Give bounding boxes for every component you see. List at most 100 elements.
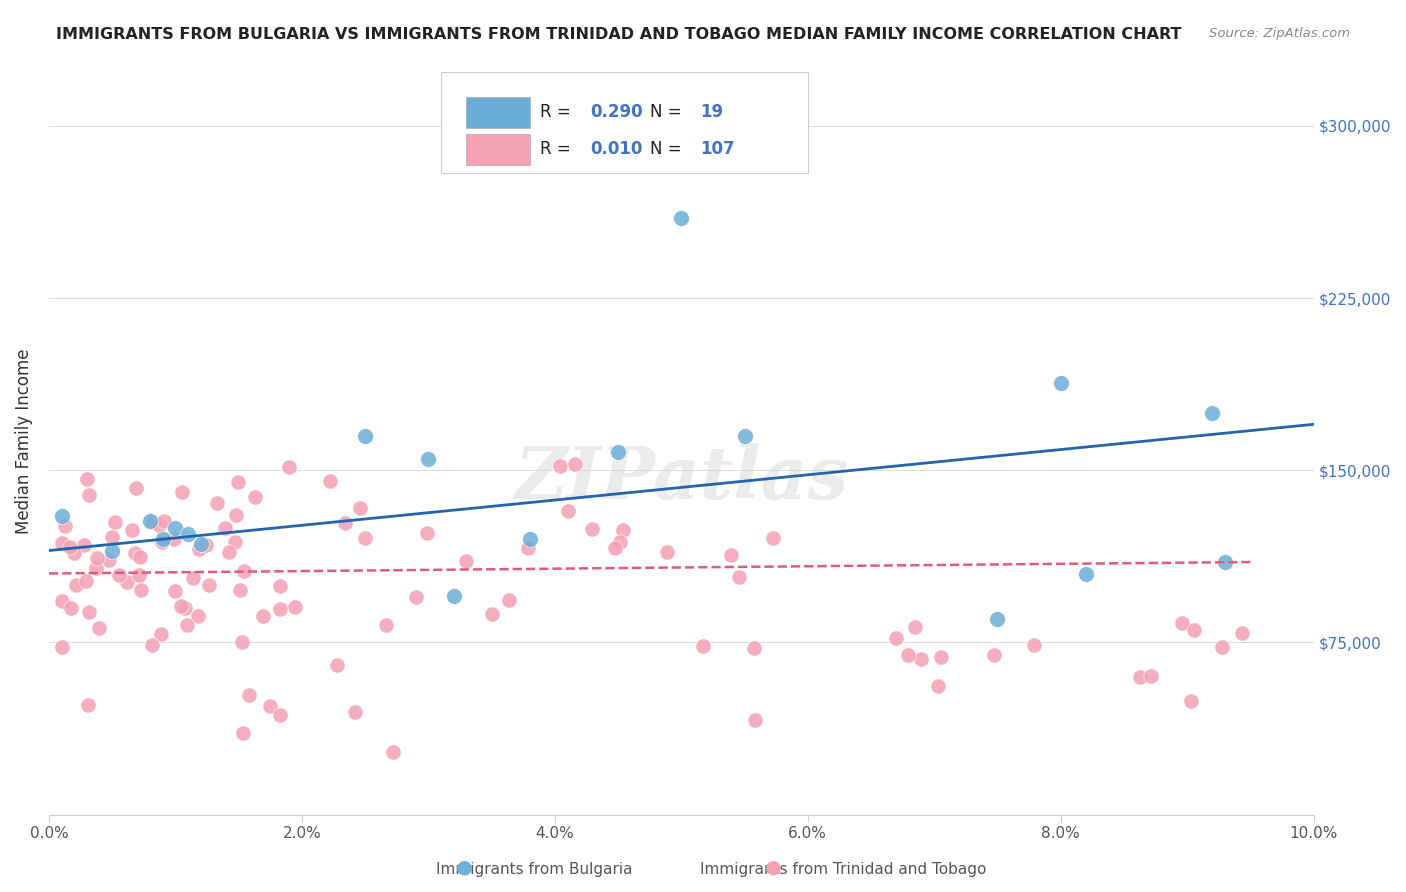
Point [519, 532, 541, 546]
Point [564, 457, 586, 471]
Point [205, 496, 228, 510]
Text: Source: ZipAtlas.com: Source: ZipAtlas.com [1209, 27, 1350, 40]
Point [77, 606, 100, 620]
Point [929, 649, 952, 664]
Point [252, 609, 274, 624]
Point [51, 594, 73, 608]
Point [1232, 625, 1254, 640]
Point [51, 509, 73, 524]
Point [232, 726, 254, 740]
Point [224, 535, 246, 549]
Point [498, 592, 520, 607]
Point [581, 522, 603, 536]
Point [86, 551, 108, 566]
Y-axis label: Median Family Income: Median Family Income [15, 349, 32, 534]
Point [728, 570, 751, 584]
Point [176, 617, 198, 632]
Point [125, 482, 148, 496]
Point [416, 525, 439, 540]
Point [548, 459, 571, 474]
Point [170, 485, 193, 500]
Point [1201, 406, 1223, 420]
Point [238, 688, 260, 702]
Point [657, 545, 679, 559]
Point [744, 713, 766, 727]
Text: 107: 107 [700, 140, 735, 158]
Point [150, 626, 173, 640]
Point [516, 541, 538, 556]
Point [382, 745, 405, 759]
Point [1074, 566, 1097, 581]
Point [1171, 616, 1194, 631]
Text: R =: R = [540, 103, 575, 120]
Point [762, 531, 785, 545]
Point [65, 578, 87, 592]
Point [443, 590, 465, 604]
Point [481, 607, 503, 622]
Point [607, 445, 630, 459]
Point [605, 541, 627, 556]
Point [129, 549, 152, 564]
Point [1049, 376, 1071, 390]
Point [163, 532, 186, 546]
Point [98, 553, 121, 567]
Text: R =: R = [540, 140, 575, 158]
Point [454, 554, 477, 568]
Text: IMMIGRANTS FROM BULGARIA VS IMMIGRANTS FROM TRINIDAD AND TOBAGO MEDIAN FAMILY IN: IMMIGRANTS FROM BULGARIA VS IMMIGRANTS F… [56, 27, 1181, 42]
Point [1182, 624, 1205, 638]
Point [75, 574, 97, 588]
Point [101, 530, 124, 544]
Point [278, 459, 301, 474]
Point [169, 599, 191, 613]
Point [897, 648, 920, 662]
Point [269, 579, 291, 593]
Point [986, 612, 1008, 626]
Point [243, 490, 266, 504]
Point [983, 648, 1005, 663]
Point [165, 520, 187, 534]
Point [152, 532, 174, 546]
Point [720, 549, 742, 563]
Point [76, 472, 98, 486]
Point [692, 639, 714, 653]
Point [142, 515, 165, 529]
Point [181, 571, 204, 585]
Point [1180, 694, 1202, 708]
Text: ●: ● [765, 857, 782, 876]
Point [72, 538, 94, 552]
Point [177, 527, 200, 541]
Point [101, 543, 124, 558]
Text: 0.290: 0.290 [591, 103, 643, 120]
Point [89, 622, 111, 636]
Point [1024, 638, 1046, 652]
Point [53, 519, 76, 533]
FancyBboxPatch shape [467, 134, 530, 166]
Point [269, 602, 291, 616]
Point [165, 584, 187, 599]
Text: 0.010: 0.010 [591, 140, 643, 158]
Point [59, 540, 82, 554]
FancyBboxPatch shape [441, 72, 808, 173]
Point [226, 475, 249, 489]
Point [198, 578, 221, 592]
Point [418, 451, 440, 466]
Point [353, 532, 375, 546]
Point [60, 601, 83, 615]
Point [284, 600, 307, 615]
Point [128, 568, 150, 582]
Point [152, 534, 174, 549]
Point [1213, 555, 1236, 569]
Point [148, 518, 170, 533]
Point [1129, 670, 1152, 684]
Point [104, 515, 127, 529]
Point [139, 514, 162, 528]
Text: Immigrants from Bulgaria: Immigrants from Bulgaria [436, 863, 633, 877]
Point [349, 501, 371, 516]
Point [927, 679, 949, 693]
Point [141, 638, 163, 652]
Point [194, 538, 217, 552]
Point [319, 474, 342, 488]
Point [609, 535, 631, 549]
Text: 19: 19 [700, 103, 724, 120]
Point [886, 631, 908, 645]
